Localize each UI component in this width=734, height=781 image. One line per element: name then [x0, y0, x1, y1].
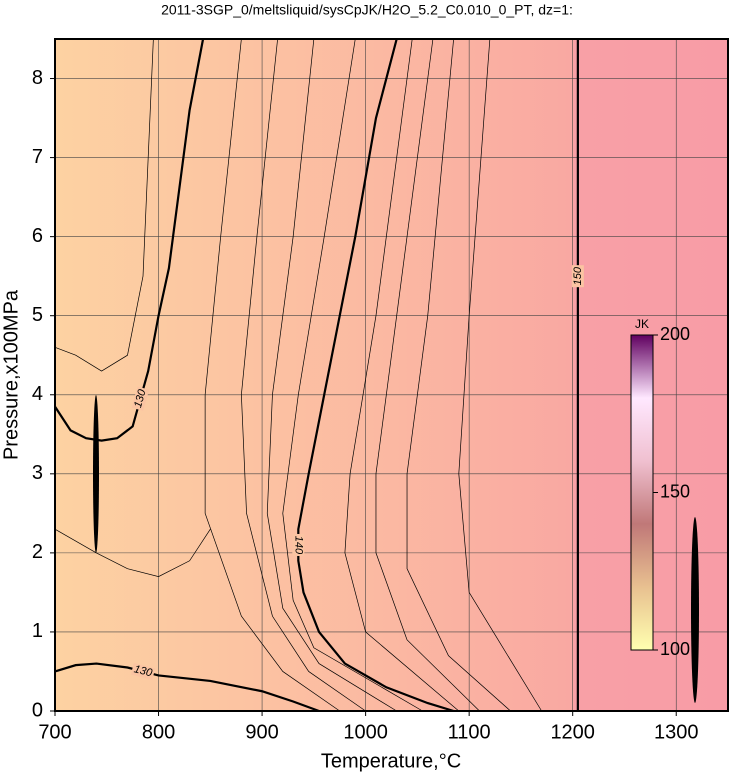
y-tick-label: 1 — [32, 620, 43, 642]
x-tick-label: 1300 — [654, 721, 699, 743]
contour-label-bg — [571, 265, 584, 288]
colorbar — [630, 334, 654, 651]
contour-label: 130 — [132, 387, 149, 409]
contour-line — [266, 38, 397, 712]
y-tick-label: 2 — [32, 541, 43, 563]
contour-line — [344, 38, 460, 712]
colorbar-tick-label: 150 — [660, 481, 690, 501]
contour-label-bg — [130, 662, 156, 680]
contours: 130 130 140 150 — [54, 38, 584, 713]
contour-line — [204, 38, 340, 712]
contour-line — [375, 38, 480, 712]
y-tick-label: 7 — [32, 146, 43, 168]
x-tick-label: 1000 — [343, 721, 388, 743]
y-tick-label: 0 — [32, 699, 43, 721]
contour-line — [54, 662, 320, 713]
spike — [93, 395, 99, 553]
contour-line — [54, 38, 154, 372]
y-tick-label: 3 — [32, 462, 43, 484]
x-tick-label: 800 — [142, 721, 175, 743]
contour-line — [241, 38, 366, 712]
plot-frame — [54, 38, 729, 712]
colorbar-tick-label: 100 — [660, 639, 690, 659]
plot-background — [55, 39, 728, 711]
x-tick-label: 1200 — [550, 721, 595, 743]
y-tick-label: 8 — [32, 67, 43, 89]
y-tick-label: 5 — [32, 304, 43, 326]
contour-line — [406, 38, 511, 712]
y-tick-label: 6 — [32, 225, 43, 247]
contour-line — [458, 38, 542, 712]
contour-label-bg — [292, 533, 305, 556]
contour-label: 140 — [292, 536, 304, 555]
contour-label-bg — [131, 386, 150, 411]
contour-label: 150 — [572, 266, 584, 285]
contour-label: 130 — [133, 663, 155, 679]
y-tick-label: 4 — [32, 383, 43, 405]
contour-line — [282, 38, 423, 712]
chart-title: 2011-3SGP_0/meltsliquid/sysCpJK/H2O_5.2_… — [161, 2, 573, 18]
x-tick-label: 900 — [245, 721, 278, 743]
grid — [54, 39, 728, 712]
colorbar-label: JK — [635, 317, 649, 331]
spike — [691, 517, 699, 703]
x-axis-label: Temperature,°C — [321, 750, 461, 772]
x-tick-label: 700 — [38, 721, 71, 743]
x-tick-label: 1100 — [448, 721, 491, 743]
colorbar-tick-label: 200 — [660, 324, 690, 344]
contour-line — [54, 528, 211, 577]
y-axis-label: Pressure,x100MPa — [0, 289, 22, 460]
